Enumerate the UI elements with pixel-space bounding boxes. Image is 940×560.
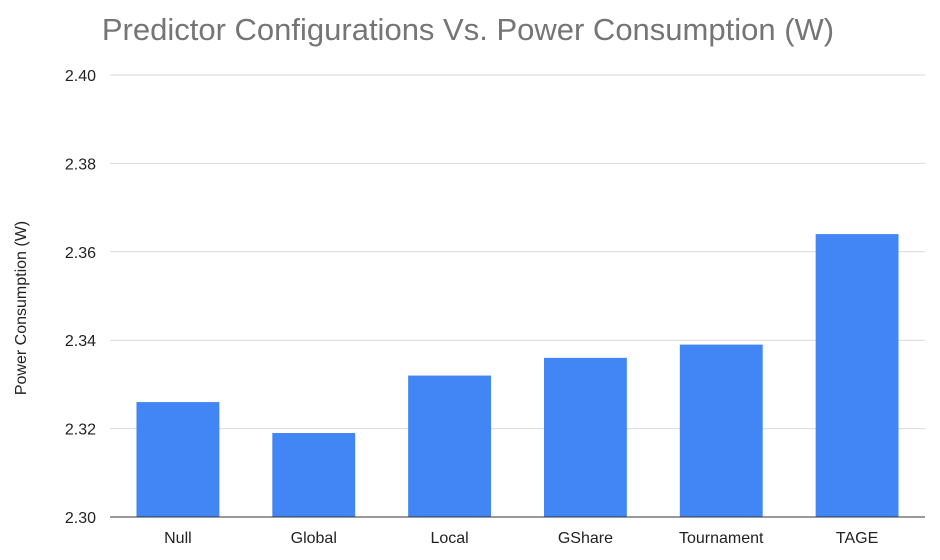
y-tick-label: 2.40 [65, 68, 96, 85]
x-tick-label: GShare [558, 530, 613, 547]
x-axis-ticks: Null Global Local GShare Tournament TAGE [164, 530, 878, 547]
x-tick-label: Local [430, 530, 468, 547]
bar-gshare [543, 357, 627, 517]
bar-tournament [679, 344, 763, 517]
bars [136, 234, 899, 517]
bar-null [136, 402, 220, 517]
y-axis-label: Power Consumption (W) [13, 221, 30, 395]
x-tick-label: Tournament [679, 530, 764, 547]
y-tick-label: 2.36 [65, 245, 96, 262]
y-tick-label: 2.30 [65, 510, 96, 527]
bar-global [272, 433, 356, 517]
bar-local [408, 375, 492, 517]
x-tick-label: Null [164, 530, 192, 547]
x-tick-label: TAGE [836, 530, 878, 547]
y-tick-label: 2.38 [65, 156, 96, 173]
y-axis-ticks: 2.30 2.32 2.34 2.36 2.38 2.40 [65, 68, 96, 527]
y-tick-label: 2.34 [65, 333, 96, 350]
chart-title: Predictor Configurations Vs. Power Consu… [102, 12, 834, 47]
gridlines [110, 74, 925, 430]
x-tick-label: Global [291, 530, 337, 547]
y-tick-label: 2.32 [65, 422, 96, 439]
bar-tage [815, 234, 899, 517]
